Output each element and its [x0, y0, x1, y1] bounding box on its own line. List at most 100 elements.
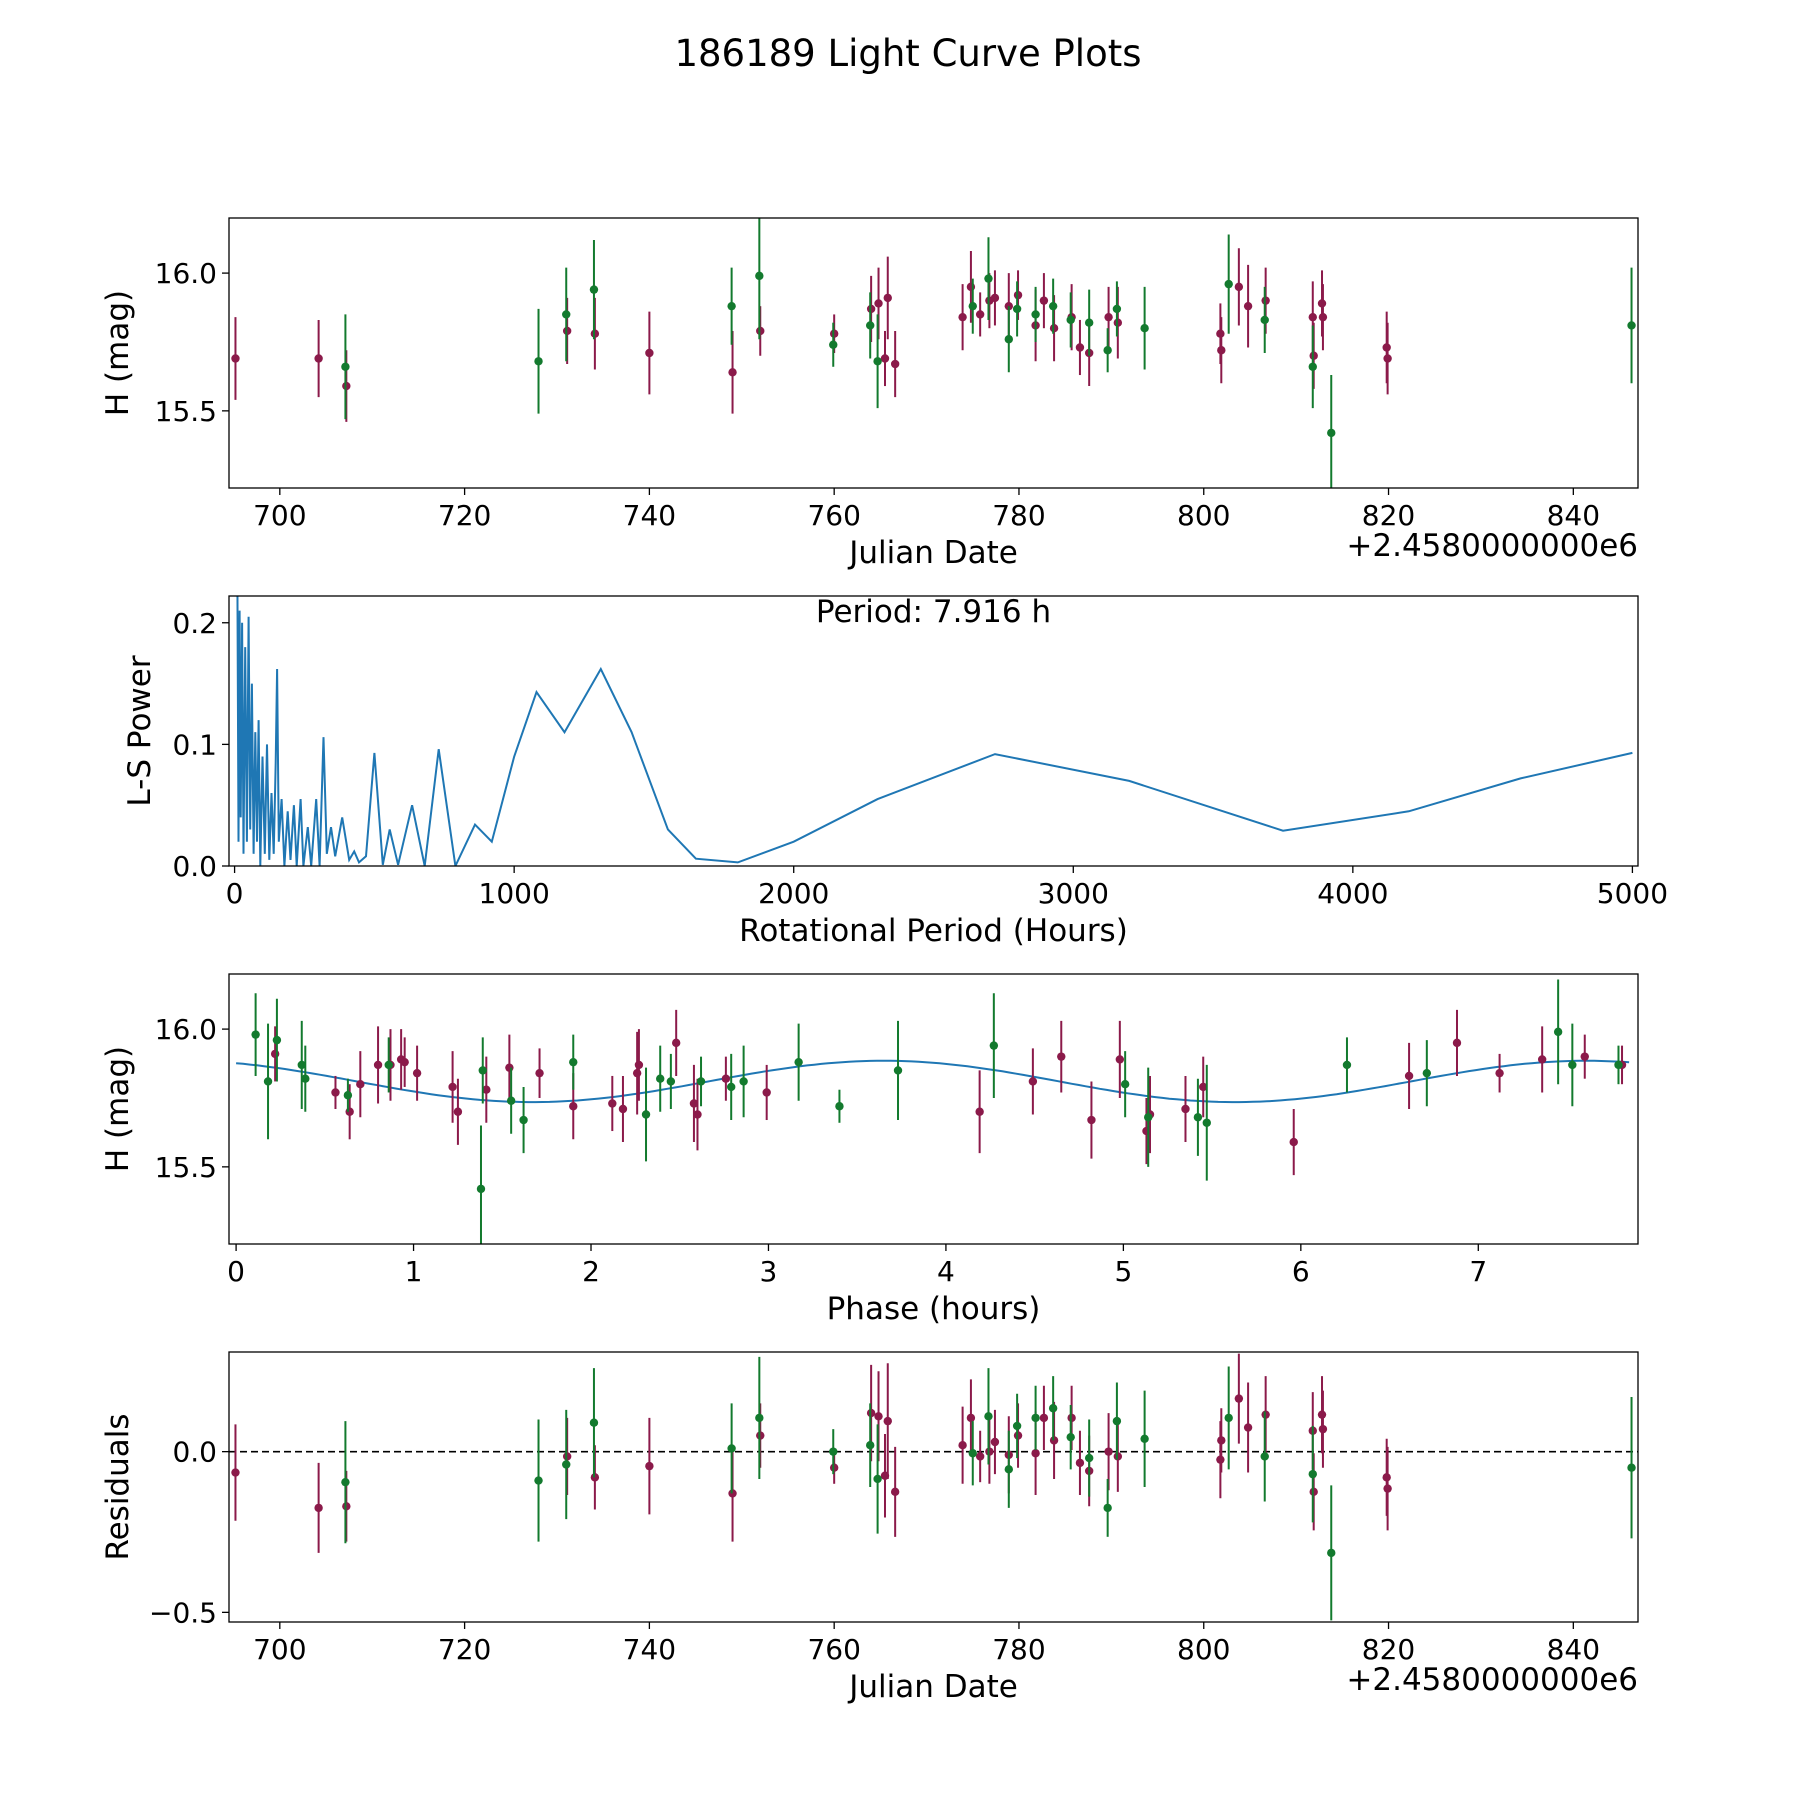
x-tick-label: 700	[253, 499, 306, 532]
data-point	[535, 1068, 544, 1078]
data-point	[589, 285, 599, 294]
data-point	[671, 1038, 681, 1048]
data-point	[448, 1082, 457, 1092]
data-point	[1224, 1413, 1233, 1423]
data-point	[1140, 324, 1149, 333]
axes-frame	[228, 595, 1639, 867]
data-point	[762, 1088, 771, 1097]
data-point	[1452, 1038, 1462, 1048]
x-tick-label: 2000	[758, 877, 829, 910]
data-point	[874, 299, 883, 308]
data-point	[1327, 428, 1336, 438]
ls-power-curve	[236, 596, 1633, 866]
data-point	[958, 312, 967, 322]
data-point	[506, 1096, 516, 1105]
data-point	[1103, 346, 1112, 355]
data-point	[883, 293, 892, 303]
data-point	[569, 1102, 578, 1111]
data-point	[873, 357, 882, 366]
series-a	[231, 1353, 1392, 1553]
data-point	[1422, 1068, 1432, 1078]
data-point	[1289, 1137, 1298, 1147]
data-point	[645, 1461, 654, 1471]
data-point	[656, 1074, 665, 1083]
data-point	[534, 357, 543, 366]
data-point	[341, 1477, 350, 1487]
data-point	[829, 340, 838, 349]
y-axis-label: H (mag)	[100, 1046, 136, 1172]
data-point	[1404, 1071, 1414, 1081]
data-point	[1066, 1432, 1075, 1442]
data-point	[1234, 1394, 1244, 1403]
data-point	[696, 1077, 706, 1086]
data-point	[589, 1418, 599, 1427]
y-tick-label: −0.5	[149, 1596, 217, 1629]
data-point	[1120, 1080, 1130, 1089]
data-point	[270, 1049, 280, 1059]
data-point	[693, 1110, 702, 1119]
data-point	[331, 1088, 340, 1097]
y-axis-label: Residuals	[100, 1413, 136, 1560]
data-point	[634, 1060, 644, 1070]
data-point	[1048, 301, 1058, 311]
data-point	[1383, 1484, 1392, 1493]
x-tick-label: 1	[405, 1255, 423, 1288]
data-point	[866, 1441, 875, 1450]
data-point	[263, 1077, 273, 1086]
y-tick-label: 16.0	[155, 257, 217, 290]
x-tick-label: 760	[807, 1633, 860, 1666]
data-point	[968, 301, 977, 311]
data-point	[1103, 1503, 1112, 1513]
data-point	[975, 1107, 984, 1116]
data-point	[890, 1487, 900, 1497]
data-point	[1495, 1068, 1504, 1078]
data-point	[1553, 1027, 1563, 1037]
data-point	[966, 1413, 976, 1423]
x-tick-label: 2	[582, 1255, 600, 1288]
data-point	[562, 1460, 571, 1469]
x-tick-label: 740	[623, 1633, 676, 1666]
y-tick-label: 16.0	[155, 1013, 217, 1046]
data-point	[1181, 1104, 1190, 1114]
data-point	[666, 1077, 676, 1086]
data-point	[968, 1449, 977, 1458]
data-point	[478, 1066, 487, 1075]
data-point	[728, 1489, 737, 1498]
data-point	[1004, 1465, 1014, 1474]
data-point	[880, 354, 890, 363]
x-tick-label: 5000	[1597, 877, 1668, 910]
data-point	[301, 1074, 310, 1083]
data-point	[1308, 312, 1317, 322]
data-point	[1318, 1424, 1328, 1434]
data-point	[890, 359, 900, 369]
data-point	[384, 1060, 393, 1070]
data-point	[975, 310, 985, 319]
data-point	[1318, 312, 1328, 322]
data-point	[1243, 1423, 1253, 1432]
x-tick-label: 700	[253, 1633, 306, 1666]
x-offset-label: +2.4580000000e6	[1346, 1662, 1638, 1698]
data-point	[1199, 1082, 1208, 1092]
data-point	[1004, 335, 1014, 344]
data-point	[835, 1102, 844, 1111]
plot-area	[231, 218, 1636, 488]
data-point	[345, 1107, 354, 1116]
x-tick-label: 800	[1177, 1633, 1230, 1666]
data-point	[1112, 304, 1122, 314]
y-axis-label: H (mag)	[100, 290, 136, 416]
data-point	[1342, 1060, 1352, 1070]
x-tick-label: 840	[1547, 499, 1600, 532]
data-point	[1075, 343, 1085, 352]
axes-frame	[228, 217, 1639, 489]
data-point	[400, 1057, 409, 1067]
x-tick-label: 4	[937, 1255, 955, 1288]
x-axis-label: Julian Date	[847, 535, 1018, 571]
data-point	[1580, 1052, 1589, 1061]
x-axis-label: Julian Date	[847, 1669, 1018, 1705]
data-point	[689, 1099, 699, 1108]
data-point	[1260, 1452, 1269, 1461]
data-point	[883, 1416, 892, 1426]
data-point	[1012, 304, 1022, 314]
y-tick-label: 0.1	[172, 728, 217, 761]
x-tick-label: 780	[992, 1633, 1045, 1666]
